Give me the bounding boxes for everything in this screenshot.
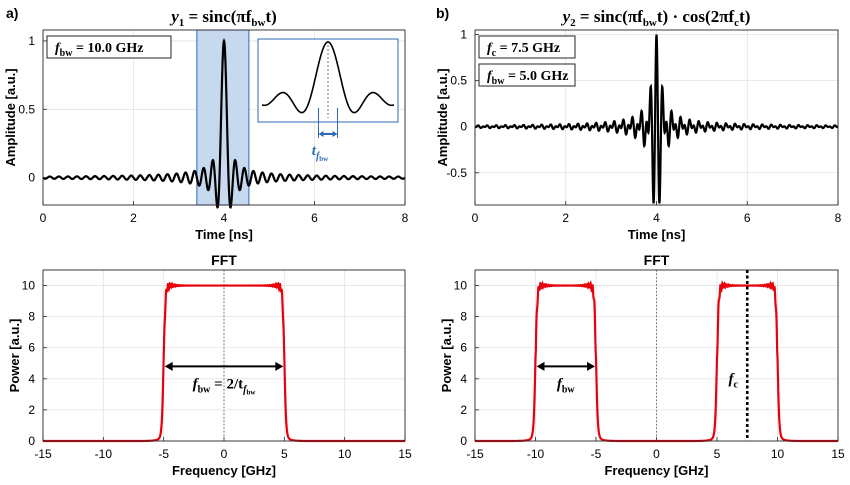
y-tick-label: 10 — [22, 279, 36, 293]
x-tick-label: 6 — [311, 211, 318, 225]
y-tick-label: -0.5 — [446, 166, 467, 180]
chart-b_fft: -15 -10 -5 0 5 10 15 0 2 4 6 8 10 Frequency [GHz] Powe… — [439, 252, 845, 478]
x-tick-label: -5 — [158, 447, 169, 461]
y-tick-label: 6 — [460, 341, 467, 355]
y-tick-label: 4 — [460, 372, 467, 386]
panel-label-a: a) — [6, 5, 18, 21]
chart-title: y2 = sinc(πfbwt) · cos(2πfct) — [561, 7, 751, 29]
y-axis-label: Amplitude [a.u.] — [3, 68, 18, 166]
y-tick-label: 0 — [28, 434, 35, 448]
x-tick-label: 15 — [831, 447, 845, 461]
x-axis-label: Time [ns] — [195, 227, 253, 242]
plot-frame — [474, 269, 839, 442]
x-tick-label: 6 — [744, 211, 751, 225]
x-tick-label: -10 — [527, 447, 545, 461]
y-tick-label: 2 — [28, 403, 35, 417]
x-tick-label: 0 — [472, 211, 479, 225]
x-tick-label: 4 — [221, 211, 228, 225]
x-tick-label: 15 — [398, 447, 412, 461]
chart-title: y1 = sinc(πfbwt) — [169, 7, 277, 29]
x-tick-label: -15 — [466, 447, 484, 461]
y-tick-label: 0 — [460, 434, 467, 448]
x-tick-label: 2 — [562, 211, 569, 225]
x-axis-label: Time [ns] — [628, 227, 686, 242]
y-axis-label: Power [a.u.] — [439, 319, 454, 393]
y-tick-label: 2 — [460, 403, 467, 417]
y-axis-label: Amplitude [a.u.] — [435, 68, 450, 166]
inset-width-label: tfbw — [312, 143, 329, 163]
bandwidth-label: fbw — [557, 376, 576, 395]
x-tick-label: 4 — [653, 211, 660, 225]
signal-line — [474, 34, 839, 204]
parameter-box — [478, 35, 576, 59]
y-tick-label: 1 — [460, 28, 467, 42]
inset-arrow-heads — [318, 131, 338, 137]
y-tick-label: 0.5 — [450, 74, 467, 88]
y-axis-label: Power [a.u.] — [7, 319, 22, 393]
parameter-label: fc = 7.5 GHz — [487, 41, 560, 59]
bandwidth-label: fbw = 2/tfbw — [193, 376, 257, 396]
chart-title: FFT — [211, 252, 237, 268]
plot-frame — [474, 29, 839, 206]
x-axis-label: Frequency [GHz] — [604, 463, 708, 478]
x-tick-label: 10 — [771, 447, 785, 461]
carrier-frequency-label: fc — [729, 371, 739, 390]
y-tick-label: 8 — [460, 310, 467, 324]
inset-plot: tfbw — [257, 38, 399, 163]
panel-label-b: b) — [436, 5, 449, 21]
x-tick-label: 0 — [653, 447, 660, 461]
y-tick-label: 8 — [28, 310, 35, 324]
x-tick-label: 5 — [714, 447, 721, 461]
x-tick-label: 10 — [338, 447, 352, 461]
chart-b_time: 0 2 4 6 8 -0.5 0 0.5 1 Time [ns] Amplitude [a.u.] y… — [435, 7, 842, 242]
parameter-label: fbw = 10.0 GHz — [55, 41, 143, 59]
signal-line — [42, 38, 406, 209]
chart-a_time: 0 2 4 6 8 0 0.5 1 Time [ns] Amplitude [a.u.] y1 = … — [3, 7, 409, 242]
y-tick-label: 0 — [460, 120, 467, 134]
chart-title: FFT — [644, 252, 670, 268]
x-tick-label: -5 — [591, 447, 602, 461]
x-tick-label: 8 — [835, 211, 842, 225]
parameter-box — [478, 63, 576, 87]
y-tick-label: 0.5 — [18, 102, 35, 116]
inset-signal-line — [261, 41, 395, 114]
chart-a_fft: -15 -10 -5 0 5 10 15 0 2 4 6 8 10 Frequency [GHz] Powe… — [7, 252, 412, 478]
inset-frame — [257, 38, 399, 123]
y-tick-label: 10 — [454, 279, 468, 293]
plot-frame — [42, 269, 406, 442]
x-tick-label: -15 — [34, 447, 52, 461]
y-tick-label: 4 — [28, 372, 35, 386]
plot-frame — [42, 29, 406, 206]
y-tick-label: 1 — [28, 34, 35, 48]
x-tick-label: 8 — [402, 211, 409, 225]
parameter-label: fbw = 5.0 GHz — [487, 69, 568, 87]
y-tick-label: 6 — [28, 341, 35, 355]
x-tick-label: 0 — [221, 447, 228, 461]
y-tick-label: 0 — [28, 171, 35, 185]
x-tick-label: 5 — [281, 447, 288, 461]
x-tick-label: 2 — [130, 211, 137, 225]
x-tick-label: 0 — [40, 211, 47, 225]
parameter-box — [46, 35, 172, 59]
x-axis-label: Frequency [GHz] — [172, 463, 276, 478]
x-tick-label: -10 — [95, 447, 113, 461]
